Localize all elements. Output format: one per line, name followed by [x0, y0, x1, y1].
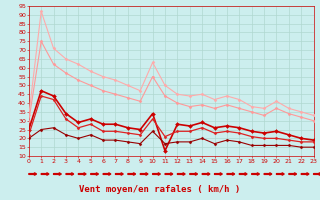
Text: Vent moyen/en rafales ( km/h ): Vent moyen/en rafales ( km/h ) [79, 185, 241, 194]
